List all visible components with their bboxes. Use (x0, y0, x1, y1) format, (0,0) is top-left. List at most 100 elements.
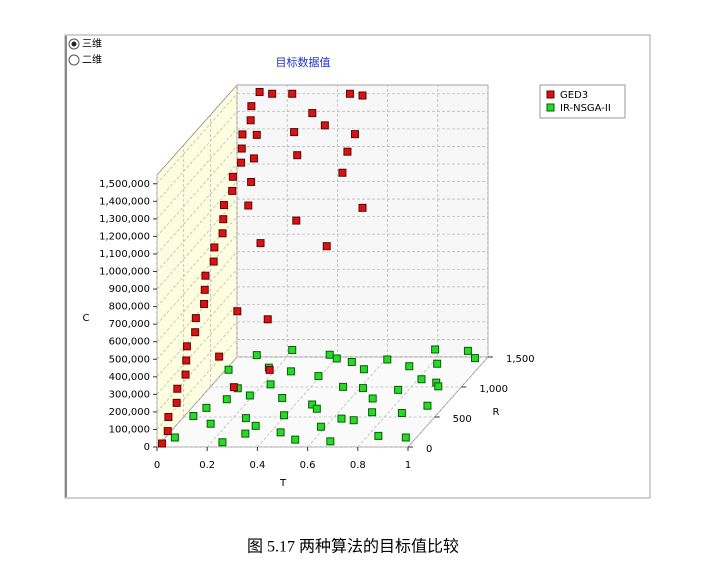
z-tick-label: 100,000 (109, 424, 150, 435)
point (191, 328, 200, 337)
x-axis-label: T (279, 478, 287, 489)
point (423, 401, 432, 410)
point (374, 431, 383, 440)
point (434, 382, 443, 391)
point (292, 216, 301, 225)
point (244, 201, 253, 210)
point (182, 342, 191, 351)
point (245, 391, 254, 400)
y-tick-label: 0 (426, 444, 432, 455)
y-tick-label: 500 (453, 414, 472, 425)
grid-line (407, 356, 489, 448)
point (266, 380, 275, 389)
point (247, 177, 256, 186)
y-tick-label: 1,000 (479, 384, 508, 395)
legend-items: IR-NSGA-II GED3 (546, 90, 611, 114)
radio-label[interactable]: 三维 (82, 37, 102, 50)
point (286, 367, 295, 376)
point (368, 408, 377, 417)
point (265, 365, 274, 374)
point (339, 382, 348, 391)
point (308, 400, 317, 409)
point (322, 242, 331, 251)
point (278, 393, 287, 402)
point (347, 357, 356, 366)
point (288, 345, 297, 354)
grid-line (257, 356, 338, 448)
point (182, 356, 191, 365)
point (255, 88, 264, 97)
z-tick-label: 1,400,000 (99, 196, 150, 207)
legend-swatch (546, 90, 555, 99)
x-tick-label: 0.6 (300, 460, 316, 471)
point (246, 116, 255, 125)
y-tick-label: 1,500 (506, 354, 535, 365)
z-axis-label: C (83, 313, 90, 324)
point (417, 375, 426, 384)
point (222, 395, 231, 404)
chart-title: 目标数据值 (276, 55, 331, 69)
z-tick-label: 700,000 (109, 319, 150, 330)
point (308, 109, 317, 118)
point (224, 365, 233, 374)
point (358, 91, 367, 100)
z-tick-label: 300,000 (109, 389, 150, 400)
plot: 0 100,000 200,000 300,000 400,000 500,000 600,… (83, 83, 535, 489)
grid-line (156, 251, 238, 342)
radio-label[interactable]: 二维 (82, 53, 102, 66)
point (343, 147, 352, 156)
point (358, 203, 367, 212)
grid-line (156, 198, 238, 290)
point (332, 354, 341, 363)
point (200, 285, 209, 294)
point (201, 271, 210, 280)
legend-label: GED3 (560, 90, 588, 101)
point (233, 307, 242, 316)
point (397, 408, 406, 417)
point (209, 257, 218, 266)
point (349, 416, 358, 425)
z-tick-label: 1,300,000 (99, 214, 150, 225)
z-tick-label: 200,000 (109, 407, 150, 418)
point (202, 403, 211, 412)
point (191, 314, 200, 323)
point (350, 130, 359, 139)
point (219, 215, 228, 224)
legend-swatch (546, 103, 555, 112)
point (256, 239, 265, 248)
grid-line (156, 128, 238, 220)
point (394, 385, 403, 394)
z-tick-label: 1,500,000 (99, 179, 150, 190)
point (163, 427, 172, 436)
y-axis-label: R (493, 407, 500, 418)
point (325, 350, 334, 359)
point (326, 437, 335, 446)
point (358, 384, 367, 393)
point (218, 438, 227, 447)
point (345, 89, 354, 98)
x-tick-label: 1 (405, 460, 411, 471)
point (268, 89, 277, 98)
point (290, 128, 299, 137)
point (238, 130, 247, 139)
x-tick-label: 0.4 (249, 460, 265, 471)
point (368, 394, 377, 403)
radio-2d[interactable] (68, 54, 80, 66)
point (337, 414, 346, 423)
x-tick-label: 0.8 (350, 460, 366, 471)
point (463, 346, 472, 355)
radio-dot (71, 41, 77, 47)
point (210, 243, 219, 252)
point (172, 398, 181, 407)
point (359, 365, 368, 374)
point (206, 419, 215, 428)
grid-line (357, 356, 439, 448)
point (241, 414, 250, 423)
grid-line (156, 321, 238, 413)
point (173, 384, 182, 393)
point (158, 439, 167, 448)
grid-line (156, 181, 238, 272)
x-tick-label: 0 (154, 460, 160, 471)
